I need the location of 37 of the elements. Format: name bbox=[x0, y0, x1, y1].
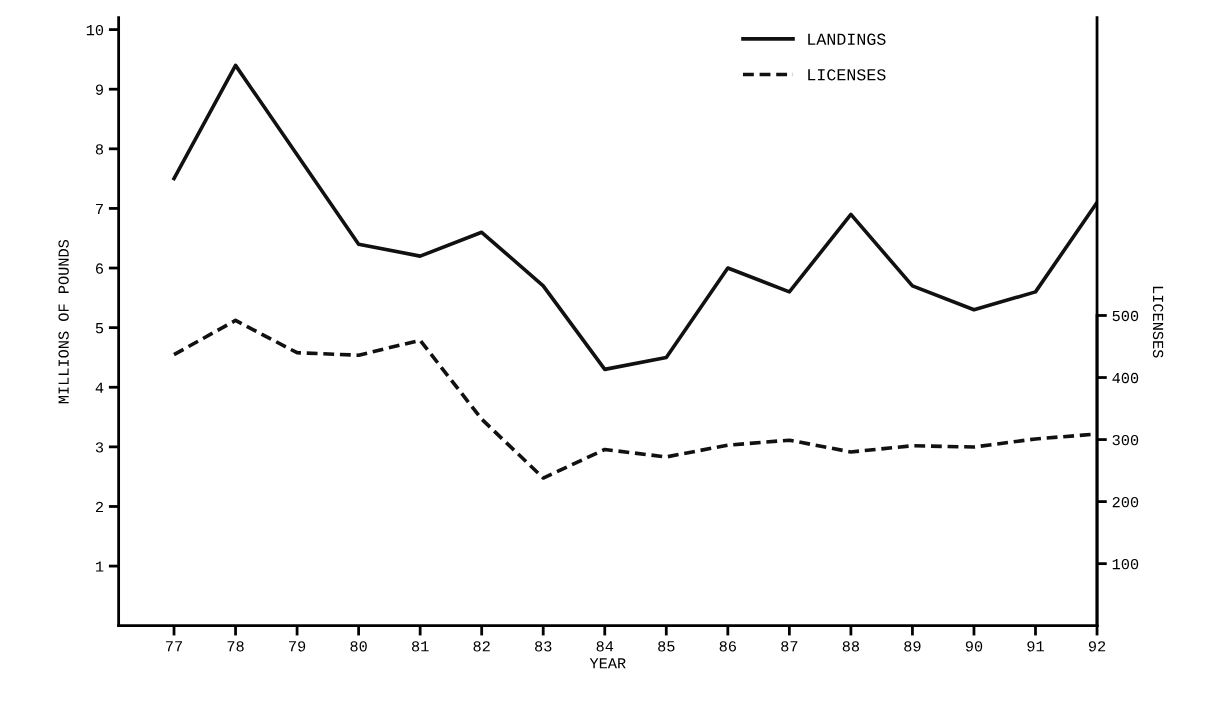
y-tick-label: 4 bbox=[95, 382, 104, 393]
y-tick-label: 1 bbox=[95, 561, 104, 572]
x-tick-label: 86 bbox=[719, 641, 736, 652]
x-tick-label: 84 bbox=[596, 641, 614, 652]
x-tick-label: 91 bbox=[1027, 641, 1044, 652]
y2-axis-title: LICENSES bbox=[1152, 286, 1164, 358]
x-tick-label: 90 bbox=[965, 641, 983, 652]
y2-tick-label: 500 bbox=[1112, 310, 1139, 322]
y-tick-label: 8 bbox=[95, 144, 104, 155]
y2-tick-label: 200 bbox=[1112, 496, 1139, 508]
y-tick-label: 3 bbox=[95, 442, 104, 453]
x-tick-label: 83 bbox=[535, 641, 552, 652]
line-series bbox=[172, 63, 1098, 372]
x-tick-label: 87 bbox=[781, 641, 798, 652]
x-tick-label: 79 bbox=[289, 641, 306, 652]
legend-label: LANDINGS bbox=[808, 33, 886, 45]
x-axis-title: YEAR bbox=[589, 658, 626, 669]
y2-tick-label: 100 bbox=[1112, 558, 1139, 570]
x-tick-label: 77 bbox=[166, 641, 182, 652]
y-tick-label: 9 bbox=[95, 84, 103, 95]
x-tick-label: 78 bbox=[227, 641, 244, 652]
y2-tick-label: 400 bbox=[1112, 372, 1139, 384]
x-tick-label: 81 bbox=[411, 641, 429, 652]
x-tick-label: 92 bbox=[1088, 641, 1106, 652]
y-tick-label: 5 bbox=[95, 323, 104, 334]
x-tick-label: 89 bbox=[904, 641, 921, 652]
x-tick-label: 82 bbox=[473, 641, 490, 652]
y-tick-label: 6 bbox=[96, 263, 104, 274]
y2-tick-label: 300 bbox=[1112, 434, 1139, 446]
y-tick-label: 2 bbox=[95, 501, 103, 513]
x-tick-label: 80 bbox=[350, 641, 367, 652]
x-tick-label: 85 bbox=[658, 641, 675, 652]
y-axis-title: MILLIONS OF POUNDS bbox=[58, 239, 69, 404]
y-tick-label: 7 bbox=[96, 203, 103, 214]
legend-label: LICENSES bbox=[808, 69, 886, 81]
x-tick-label: 88 bbox=[842, 641, 860, 652]
y-tick-label: 10 bbox=[86, 24, 104, 36]
